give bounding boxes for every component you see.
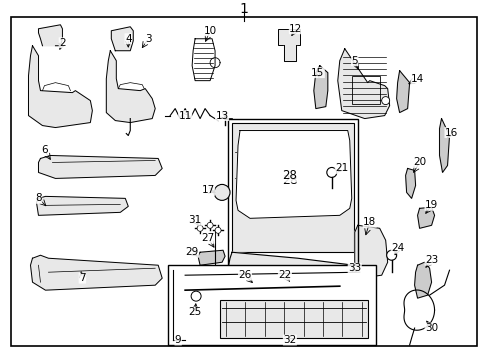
Text: 6: 6 bbox=[41, 145, 48, 156]
Polygon shape bbox=[192, 39, 215, 81]
Circle shape bbox=[206, 222, 213, 228]
Polygon shape bbox=[439, 118, 448, 172]
Polygon shape bbox=[289, 278, 307, 310]
Text: 12: 12 bbox=[289, 24, 302, 34]
Text: 28: 28 bbox=[282, 174, 297, 187]
Polygon shape bbox=[39, 25, 62, 46]
Polygon shape bbox=[39, 156, 162, 179]
Text: 7: 7 bbox=[79, 273, 85, 283]
Polygon shape bbox=[405, 168, 415, 198]
Text: 2: 2 bbox=[59, 38, 65, 48]
Text: 5: 5 bbox=[351, 56, 357, 66]
Polygon shape bbox=[30, 255, 162, 290]
Text: 15: 15 bbox=[310, 68, 324, 78]
Text: 22: 22 bbox=[278, 270, 291, 280]
Polygon shape bbox=[251, 278, 274, 308]
Circle shape bbox=[214, 184, 229, 201]
Polygon shape bbox=[236, 131, 351, 218]
Bar bbox=[351, 76, 379, 104]
Text: 23: 23 bbox=[424, 255, 437, 265]
Circle shape bbox=[191, 291, 201, 301]
Text: 20: 20 bbox=[412, 157, 425, 167]
Text: 16: 16 bbox=[444, 127, 457, 138]
Text: 14: 14 bbox=[410, 74, 424, 84]
Polygon shape bbox=[337, 49, 389, 118]
Text: 19: 19 bbox=[424, 201, 437, 210]
Text: 26: 26 bbox=[238, 270, 251, 280]
Text: 17: 17 bbox=[201, 185, 214, 195]
Text: 27: 27 bbox=[201, 233, 214, 243]
Bar bbox=[277, 29, 299, 45]
Circle shape bbox=[386, 250, 396, 260]
Text: 33: 33 bbox=[347, 263, 361, 273]
Text: 9: 9 bbox=[175, 335, 181, 345]
Text: 31: 31 bbox=[188, 215, 202, 225]
Text: 24: 24 bbox=[390, 243, 404, 253]
Polygon shape bbox=[417, 207, 434, 228]
Bar bbox=[231, 122, 353, 252]
Text: 32: 32 bbox=[283, 335, 296, 345]
Polygon shape bbox=[111, 27, 133, 51]
Text: 3: 3 bbox=[144, 34, 151, 44]
Text: 29: 29 bbox=[185, 247, 198, 257]
Bar bbox=[220, 300, 367, 338]
Text: 21: 21 bbox=[334, 163, 347, 174]
Polygon shape bbox=[227, 252, 357, 298]
Text: 18: 18 bbox=[362, 217, 376, 227]
Polygon shape bbox=[414, 262, 431, 298]
Text: 13: 13 bbox=[215, 111, 228, 121]
Bar bbox=[168, 265, 375, 345]
Text: 30: 30 bbox=[424, 323, 437, 333]
Text: 11: 11 bbox=[178, 111, 191, 121]
Circle shape bbox=[381, 96, 389, 105]
Text: 28: 28 bbox=[282, 169, 297, 182]
Circle shape bbox=[326, 167, 336, 177]
Polygon shape bbox=[284, 45, 295, 61]
Bar bbox=[227, 118, 357, 298]
Polygon shape bbox=[106, 51, 155, 122]
Polygon shape bbox=[198, 250, 224, 265]
Polygon shape bbox=[396, 71, 409, 113]
Polygon shape bbox=[37, 197, 128, 215]
Text: 4: 4 bbox=[125, 34, 131, 44]
Text: 10: 10 bbox=[203, 26, 216, 36]
Circle shape bbox=[197, 225, 203, 231]
Text: 25: 25 bbox=[188, 307, 202, 317]
Polygon shape bbox=[354, 225, 387, 278]
Polygon shape bbox=[313, 66, 327, 109]
Text: 1: 1 bbox=[239, 2, 248, 16]
Circle shape bbox=[215, 227, 221, 233]
Text: 8: 8 bbox=[35, 193, 41, 203]
Polygon shape bbox=[28, 46, 92, 127]
